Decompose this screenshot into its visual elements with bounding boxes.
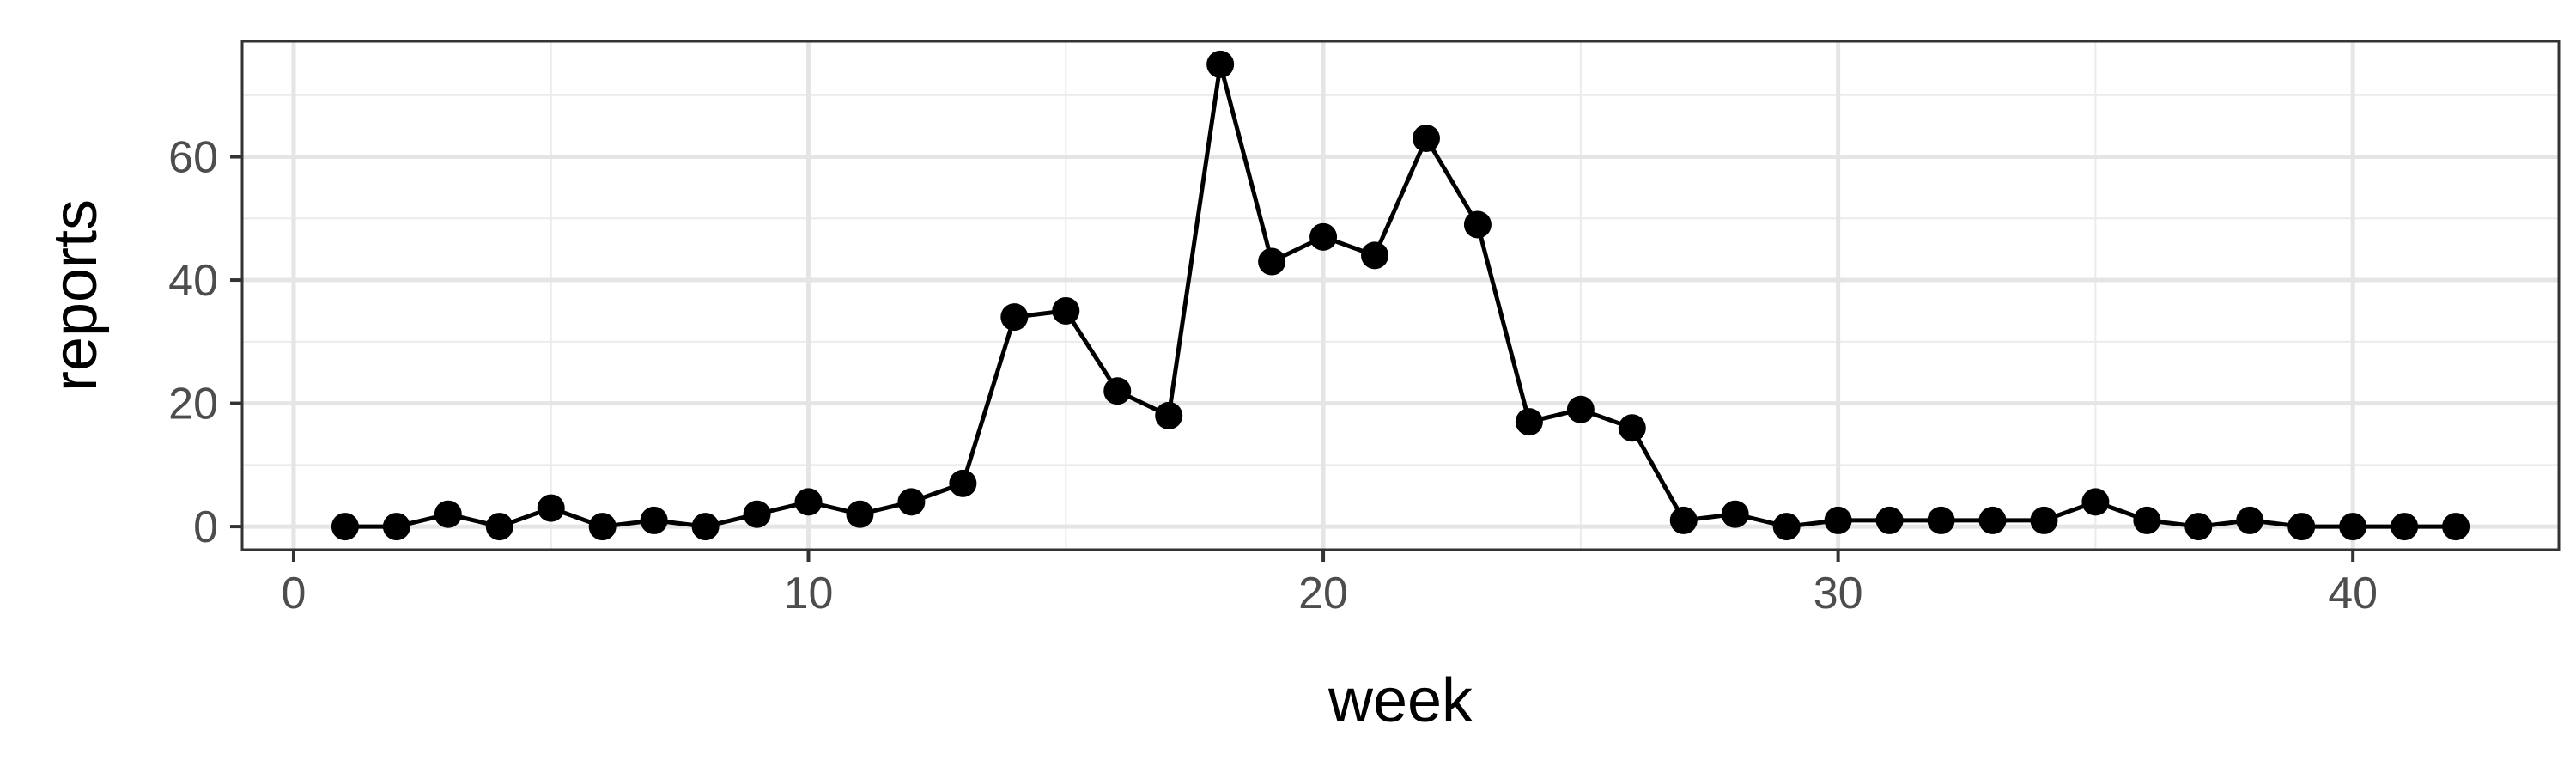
x-tick-label: 10 — [784, 569, 834, 618]
data-point — [1875, 506, 1904, 534]
data-point — [2442, 513, 2470, 541]
x-axis-title: week — [1327, 666, 1473, 735]
data-point — [1772, 513, 1801, 541]
y-axis: 0 20 40 60 — [168, 133, 242, 552]
data-point — [1824, 506, 1852, 534]
data-point — [1669, 506, 1698, 534]
grid-minor — [242, 41, 2559, 550]
data-point — [331, 513, 359, 541]
series-layer — [331, 50, 2470, 541]
data-point — [1618, 414, 1646, 442]
data-point — [640, 506, 668, 534]
data-point — [1155, 401, 1183, 429]
y-tick-label: 40 — [168, 256, 218, 306]
data-point — [588, 513, 617, 541]
data-point — [382, 513, 410, 541]
x-tick-label: 0 — [281, 569, 306, 618]
data-point — [949, 469, 977, 497]
data-point — [2184, 513, 2213, 541]
grid-major — [242, 41, 2559, 550]
data-point — [2236, 506, 2264, 534]
x-axis: 0 10 20 30 40 — [281, 550, 2378, 618]
data-point — [2339, 513, 2367, 541]
data-point — [1206, 50, 1235, 78]
data-point — [1361, 241, 1389, 270]
x-tick-label: 30 — [1814, 569, 1863, 618]
plot-border — [240, 40, 2561, 551]
y-axis-title: reports — [41, 199, 110, 392]
data-point — [794, 488, 823, 516]
data-point — [897, 488, 926, 516]
data-point — [2030, 506, 2058, 534]
data-point — [691, 513, 720, 541]
data-point — [2133, 506, 2161, 534]
data-point — [1258, 247, 1286, 276]
data-point — [1000, 303, 1029, 332]
y-tick-label: 60 — [168, 133, 218, 183]
data-point — [1052, 296, 1080, 325]
x-tick-label: 20 — [1298, 569, 1348, 618]
data-point — [1927, 506, 1955, 534]
data-point — [2287, 513, 2316, 541]
data-point — [743, 500, 771, 528]
data-point — [846, 500, 874, 528]
data-point — [485, 513, 513, 541]
data-point — [2391, 513, 2419, 541]
data-point — [537, 494, 565, 522]
data-point — [1412, 125, 1440, 153]
data-point — [2081, 488, 2110, 516]
data-point — [1515, 408, 1543, 436]
data-point — [1103, 377, 1132, 405]
data-point — [1721, 500, 1749, 528]
data-point — [1566, 395, 1595, 423]
y-tick-label: 0 — [193, 502, 218, 552]
data-point — [434, 500, 462, 528]
data-point — [1978, 506, 2007, 534]
data-point — [1309, 222, 1338, 251]
plot-panel — [242, 41, 2559, 550]
data-point — [1463, 210, 1492, 239]
y-tick-label: 20 — [168, 380, 218, 429]
x-tick-label: 40 — [2328, 569, 2378, 618]
